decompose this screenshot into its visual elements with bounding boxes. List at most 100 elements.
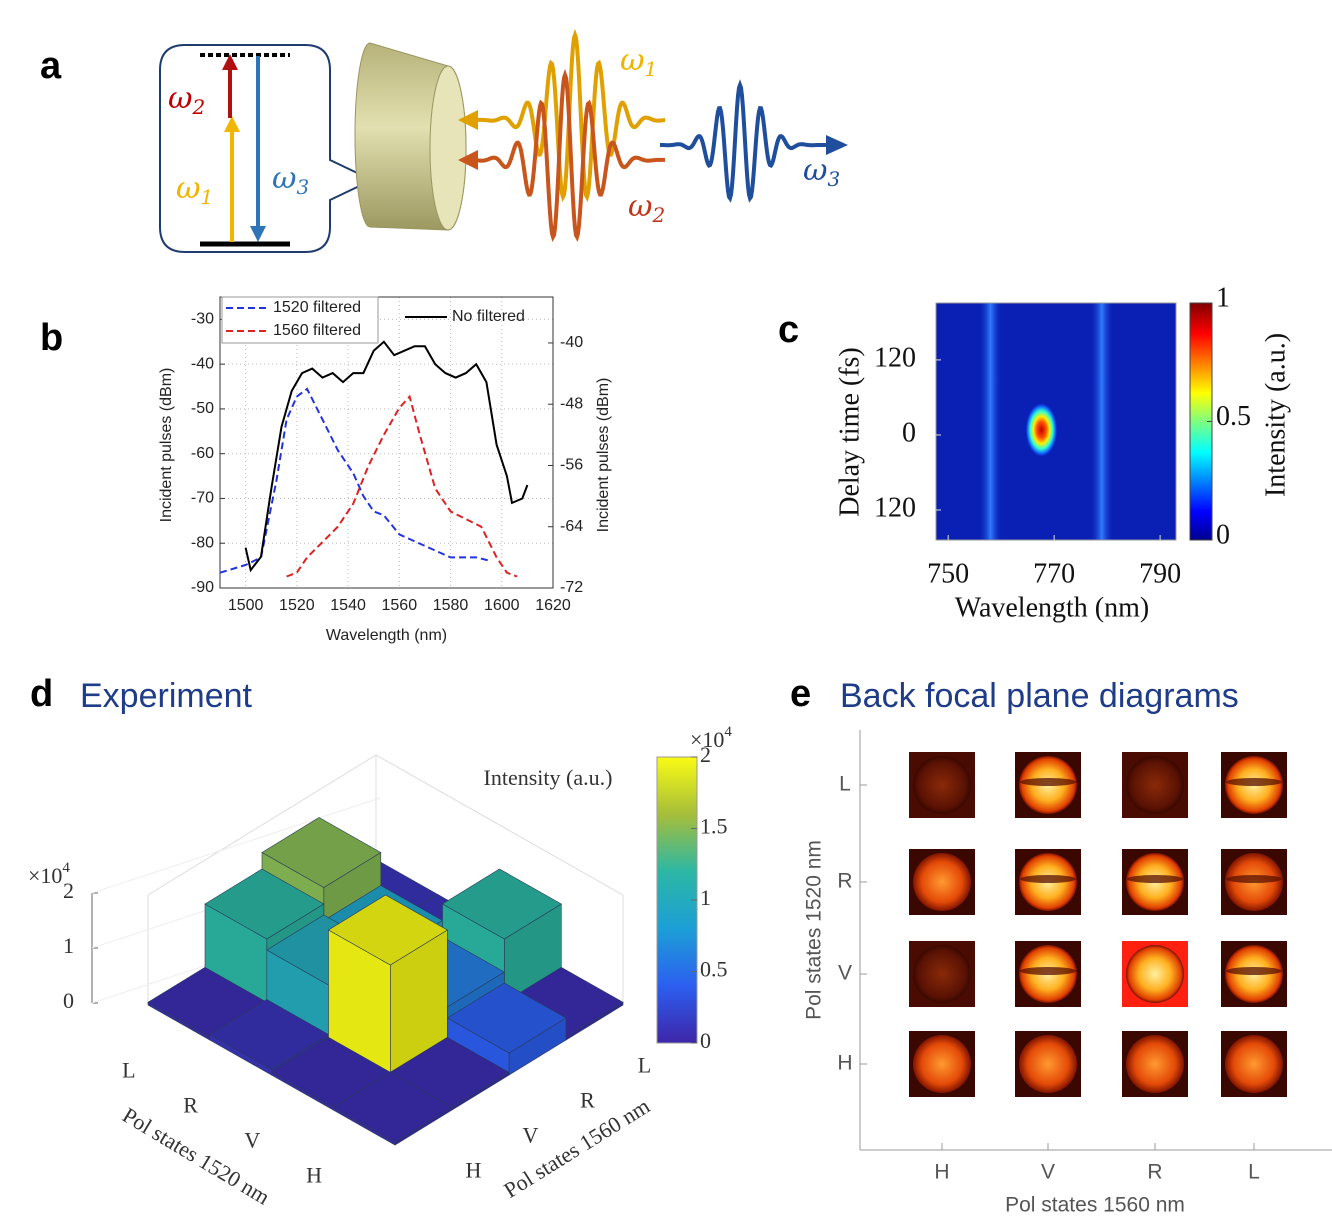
y-tick-label: 120: [874, 342, 916, 373]
y-tick-label: R: [580, 1088, 595, 1113]
pulse-w1: [470, 28, 665, 203]
y-axis-label: Delay time (fs): [834, 347, 865, 517]
y-tick-label: V: [523, 1123, 539, 1148]
bar-top: [446, 982, 567, 1054]
y-axis-label: Pol states 1560 nm: [499, 1093, 654, 1203]
symbol: ω: [628, 189, 652, 224]
subscript: 3: [827, 167, 840, 191]
subscript: 1: [200, 185, 213, 209]
legend-label: No filtered: [452, 308, 525, 325]
series-line: [286, 394, 518, 578]
panel-title: Experiment: [80, 677, 253, 715]
bfp-disk: [1019, 1035, 1077, 1093]
x-tick-label: 1520: [279, 597, 315, 614]
pulse-w3: [660, 79, 830, 203]
z-tick-label: 0: [63, 988, 74, 1013]
legend-label: 1560 filtered: [273, 322, 361, 339]
x-tick-label: 1500: [228, 597, 264, 614]
y2-tick-label: -64: [560, 518, 583, 535]
subscript: 1: [644, 57, 657, 81]
exponent-label: ×104: [28, 860, 70, 888]
omega-label: ω1: [620, 43, 657, 81]
symbol: ω: [803, 153, 827, 188]
panel-b: b 1500 1520 1540 1560 1580 1600 1620 -90 -80 -70 -…: [40, 296, 612, 644]
series-line: [219, 387, 492, 574]
bfp-disk: [913, 853, 971, 911]
y-tick-label: -40: [191, 355, 214, 372]
colorbar: [656, 756, 698, 1044]
symbol: ω: [272, 161, 296, 196]
axis-box-line: [147, 754, 377, 896]
y-tick-label: R: [837, 870, 852, 893]
bfp-band: [1020, 778, 1076, 786]
x-tick-label: H: [306, 1163, 322, 1188]
x-tick-label: V: [244, 1128, 260, 1153]
x-tick-label: 1600: [484, 597, 520, 614]
series-line: [244, 340, 529, 573]
bar-top: [327, 894, 448, 966]
panel-label: a: [40, 45, 62, 87]
symbol: ω: [176, 171, 200, 206]
omega-label: ω3: [803, 153, 840, 191]
bfp-band: [1226, 875, 1282, 883]
omega-label: ω3: [272, 161, 309, 199]
y2-tick-label: -72: [560, 579, 583, 596]
bfp-disk: [913, 1035, 971, 1093]
bfp-band: [1020, 875, 1076, 883]
bfp-disk: [913, 945, 971, 1003]
x-tick-label: R: [183, 1093, 198, 1118]
heatmap-band: [1090, 303, 1113, 540]
x-axis-label: Wavelength (nm): [326, 627, 447, 644]
y-tick-label: H: [837, 1052, 852, 1075]
subscript: 2: [191, 95, 205, 119]
symbol: ω: [620, 43, 644, 78]
x-tick-label: L: [1248, 1161, 1260, 1184]
x-tick-label: 790: [1139, 558, 1181, 589]
y-tick-label: -50: [191, 400, 214, 417]
colorbar-tick-label: 1: [1216, 282, 1230, 313]
colorbar-tick-label: 1.5: [700, 814, 728, 839]
exponent-label: ×104: [690, 724, 732, 752]
bar-top: [441, 868, 562, 940]
plot-frame: [935, 302, 1177, 541]
arrowhead: [458, 110, 478, 130]
y-tick-label: -90: [191, 579, 214, 596]
z-tick-label: 2: [63, 878, 74, 903]
arrowhead: [250, 226, 266, 242]
x-axis-label: Wavelength (nm): [955, 592, 1149, 623]
panel-label: d: [30, 673, 53, 715]
heatmap-peak: [1025, 402, 1058, 457]
y-tick-label: H: [466, 1158, 482, 1183]
y-axis-label: Incident pulses (dBm): [158, 368, 175, 523]
y-tick-label: -70: [191, 490, 214, 507]
bfp-band: [1127, 875, 1183, 883]
legend-label: 1520 filtered: [273, 299, 361, 316]
level-box: [159, 44, 375, 253]
y2-tick-label: -40: [560, 334, 583, 351]
panel-c: c 750 770 790 120 0 120 Wavelength (nm) Delay t…: [778, 282, 1291, 623]
y-tick-label: 120: [874, 492, 916, 523]
grid-line: [91, 797, 381, 894]
colorbar-tick-label: 1: [700, 885, 711, 910]
exponent-base: ×10: [690, 727, 724, 752]
y-tick-label: L: [839, 773, 851, 796]
panel-label: c: [778, 309, 799, 351]
omega-label: ω2: [168, 81, 205, 119]
y2-tick-label: -56: [560, 457, 583, 474]
x-tick-label: L: [122, 1058, 135, 1083]
x-tick-label: 770: [1033, 558, 1075, 589]
pulse-w2: [470, 68, 665, 243]
bar-top: [204, 868, 325, 940]
exponent-base: ×10: [28, 863, 62, 888]
bfp-disk: [1126, 1035, 1184, 1093]
bfp-disk: [913, 756, 971, 814]
y-tick-label: -80: [191, 534, 214, 551]
colorbar-tick-label: 0: [700, 1028, 711, 1053]
subscript: 2: [651, 203, 665, 227]
panel-e: e Back focal plane diagrams L R V H H V R L Pol …: [790, 673, 1332, 1217]
legend-box: [221, 296, 379, 344]
y-tick-label: L: [638, 1053, 651, 1078]
x-tick-label: 1540: [330, 597, 366, 614]
